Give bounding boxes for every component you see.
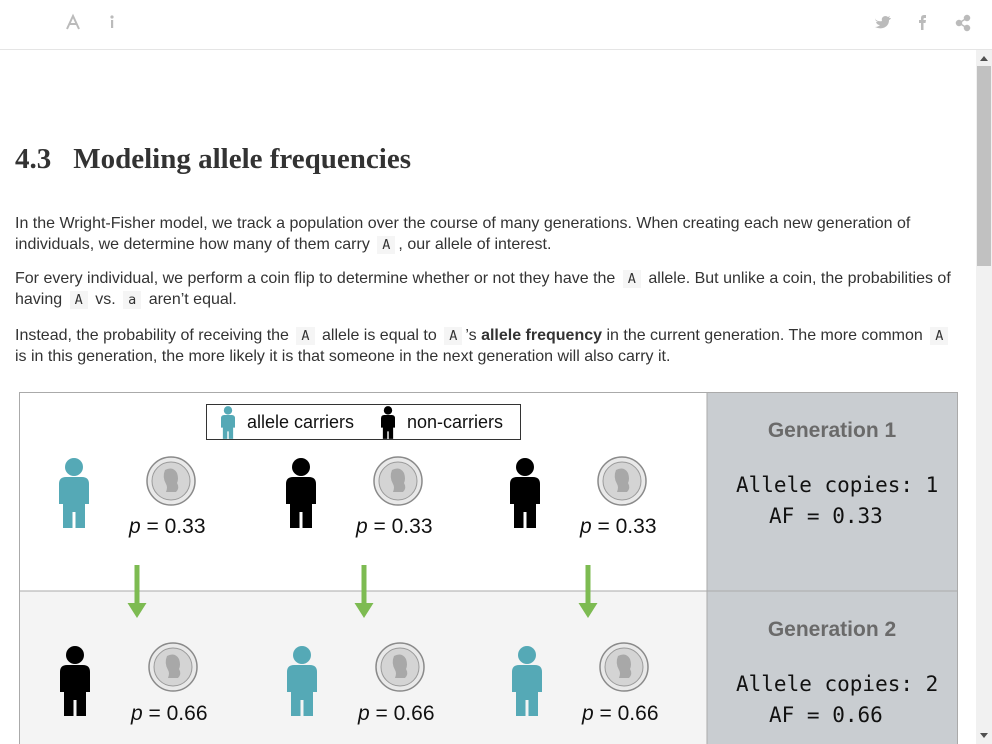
legend-box [206, 404, 521, 440]
inline-code: A [930, 327, 949, 345]
probability-label: p = 0.33 [128, 515, 206, 538]
section-number: 4.3 [15, 143, 52, 175]
text-run: , our allele of interest. [398, 235, 552, 253]
section-heading: 4.3 Modeling allele frequencies [15, 143, 411, 176]
prob-symbol: p [355, 515, 368, 538]
scroll-thumb[interactable] [977, 66, 991, 266]
allele-frequency: AF = 0.66 [769, 703, 883, 727]
prob-symbol: p [357, 702, 370, 725]
prob-symbol: p [581, 702, 594, 725]
text-run: in the current generation. The more comm… [606, 327, 923, 344]
figure: allele carriers non-carriers p = 0.33 p … [19, 392, 958, 744]
font-settings-button[interactable] [66, 13, 80, 30]
prob-value: = 0.66 [600, 702, 659, 725]
probability-label: p = 0.66 [581, 702, 659, 725]
text-run: In the Wright-Fisher model, we track a p… [15, 215, 911, 253]
prob-value: = 0.33 [374, 515, 433, 538]
info-button[interactable] [110, 15, 114, 28]
summary-panel [707, 393, 957, 744]
legend-label: allele carriers [247, 412, 354, 432]
prob-symbol: p [128, 515, 141, 538]
inline-code: A [444, 327, 463, 345]
allele-copies: Allele copies: 2 [736, 672, 938, 696]
prob-value: = 0.66 [149, 702, 208, 725]
prob-value: = 0.33 [147, 515, 206, 538]
coin [597, 456, 647, 506]
prob-value: = 0.66 [376, 702, 435, 725]
coin [373, 456, 423, 506]
coin [146, 456, 196, 506]
text-run: For every individual, we perform a coin … [15, 270, 616, 287]
scrollbar[interactable] [976, 50, 992, 744]
bold-text: allele frequency [481, 327, 603, 344]
arrows [127, 565, 598, 618]
text-run: allele. But unlike a coin, the probabili… [15, 270, 951, 308]
paragraph: In the Wright-Fisher model, we track a p… [15, 214, 960, 255]
text-run: is in this generation, the more likely i… [15, 347, 671, 365]
prob-value: = 0.33 [598, 515, 657, 538]
text-run: vs. [95, 290, 116, 308]
coin [599, 642, 649, 692]
coin [375, 642, 425, 692]
inline-code: A [296, 327, 315, 345]
coin [148, 642, 198, 692]
prob-symbol: p [579, 515, 592, 538]
text-run: ’s [465, 327, 477, 344]
prob-symbol: p [130, 702, 143, 725]
inline-code: A [622, 270, 641, 288]
probability-label: p = 0.66 [130, 702, 208, 725]
inline-code: A [69, 290, 88, 309]
content: 4.3 Modeling allele frequencies In the Wr… [15, 50, 960, 744]
facebook-button[interactable] [919, 15, 926, 30]
generation-title: Generation 1 [768, 419, 897, 442]
allele-frequency: AF = 0.33 [769, 504, 883, 528]
allele-copies: Allele copies: 1 [736, 473, 938, 497]
probability-label: p = 0.33 [579, 515, 657, 538]
share-button[interactable] [955, 14, 971, 32]
paragraph: Instead, the probability of receiving th… [15, 326, 960, 367]
twitter-button[interactable] [875, 16, 891, 29]
inline-code: A [377, 235, 396, 254]
probability-label: p = 0.33 [355, 515, 433, 538]
generation-title: Generation 2 [768, 618, 896, 641]
legend-label: non-carriers [407, 412, 503, 432]
section-title: Modeling allele frequencies [73, 143, 411, 175]
probability-label: p = 0.66 [357, 702, 435, 725]
text-run: aren’t equal. [148, 290, 237, 308]
paragraph: For every individual, we perform a coin … [15, 269, 960, 310]
text-run: Instead, the probability of receiving th… [15, 327, 289, 344]
text-run: allele is equal to [322, 327, 437, 344]
toolbar [0, 13, 992, 50]
inline-code: a [123, 290, 142, 309]
